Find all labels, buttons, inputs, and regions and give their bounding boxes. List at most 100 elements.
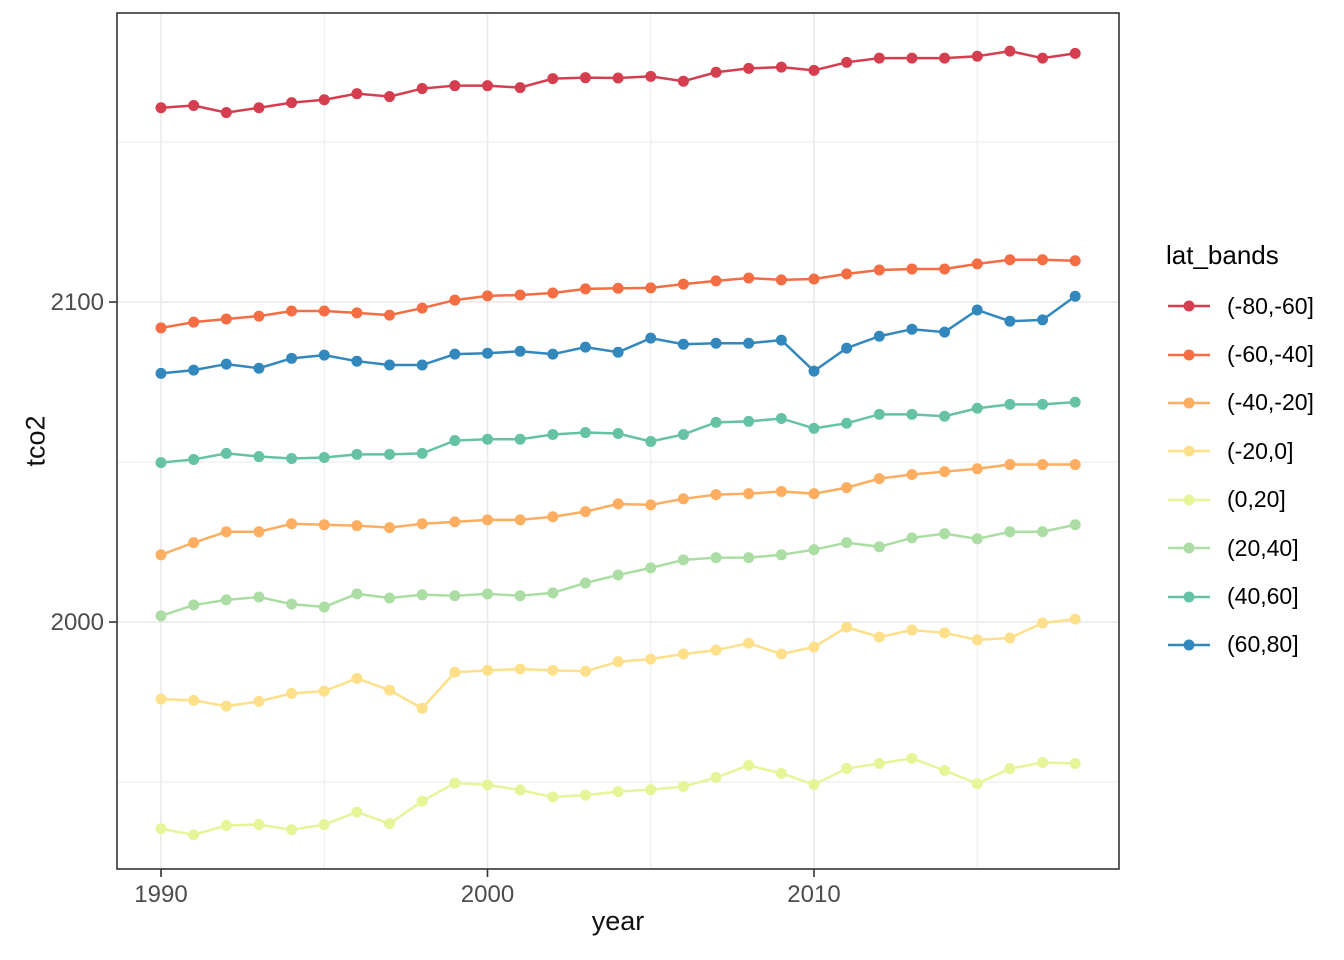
data-point	[155, 322, 167, 334]
data-point	[939, 326, 951, 338]
data-point	[351, 448, 363, 460]
data-point	[808, 779, 820, 791]
legend-entry-label: (20,40]	[1227, 534, 1299, 561]
series-(-40,-20]	[155, 459, 1081, 561]
legend-entry: (-20,0]	[1166, 427, 1314, 475]
data-point	[939, 52, 951, 64]
data-point	[220, 358, 232, 370]
data-point	[841, 621, 853, 633]
data-point	[1004, 632, 1016, 644]
data-point	[253, 695, 265, 707]
data-point	[384, 448, 396, 460]
x-tick-label: 1990	[134, 881, 187, 908]
legend-entry: (0,20]	[1166, 476, 1314, 524]
data-point	[384, 592, 396, 604]
data-point	[775, 61, 787, 73]
y-tick-label: 2100	[51, 289, 104, 316]
legend-entry-label: (-80,-60]	[1227, 292, 1314, 319]
data-point	[1004, 45, 1016, 57]
data-point	[482, 80, 493, 92]
data-point	[808, 365, 820, 377]
data-point	[253, 819, 265, 831]
data-point	[677, 493, 689, 505]
data-point	[939, 410, 951, 422]
data-point	[416, 359, 428, 371]
gridlines-major	[117, 13, 1119, 869]
data-point	[449, 80, 461, 92]
data-point	[906, 263, 918, 275]
data-point	[743, 272, 755, 284]
series-(40,60]	[155, 396, 1081, 469]
legend-entry: (20,40]	[1166, 524, 1314, 572]
series-(20,40]	[155, 519, 1081, 622]
data-point	[286, 97, 298, 109]
data-point	[775, 549, 787, 561]
data-point	[188, 829, 200, 841]
data-point	[612, 569, 624, 581]
data-point	[775, 767, 787, 779]
data-point	[775, 485, 787, 497]
data-point	[710, 66, 722, 78]
data-point	[1037, 52, 1049, 64]
data-point	[841, 56, 853, 68]
data-point	[188, 537, 200, 549]
legend-entry: (60,80]	[1166, 621, 1314, 669]
series-(-20,0]	[155, 613, 1081, 714]
data-point	[1004, 459, 1016, 471]
data-point	[449, 294, 461, 306]
legend-key-icon	[1168, 445, 1210, 457]
data-point	[449, 516, 461, 528]
data-point	[645, 436, 657, 448]
legend-entry-label: (0,20]	[1227, 486, 1286, 513]
data-point	[253, 526, 265, 538]
legend-key-icon	[1168, 494, 1210, 506]
data-point	[579, 341, 591, 353]
data-point	[318, 819, 330, 831]
data-point	[514, 784, 526, 796]
legend-key-icon	[1168, 542, 1210, 554]
data-point	[1069, 459, 1081, 471]
legend-entry-label: (-40,-20]	[1227, 389, 1314, 416]
data-point	[286, 452, 298, 464]
data-point	[384, 91, 396, 103]
legend-entry: (40,60]	[1166, 572, 1314, 620]
data-point	[873, 408, 885, 420]
data-point	[318, 349, 330, 361]
data-point	[416, 83, 428, 95]
data-point	[416, 702, 428, 714]
data-point	[220, 700, 232, 712]
panel-background	[117, 13, 1119, 869]
legend: lat_bands (-80,-60] (-60,-40] (-40,-20] (-2…	[1166, 240, 1314, 669]
data-point	[384, 359, 396, 371]
data-point	[906, 52, 918, 64]
data-point	[547, 664, 559, 676]
data-point	[808, 273, 820, 285]
data-point	[612, 72, 624, 84]
data-point	[416, 302, 428, 314]
data-point	[286, 598, 298, 610]
data-point	[612, 786, 624, 798]
data-point	[482, 514, 493, 526]
data-point	[1004, 315, 1016, 327]
data-point	[514, 289, 526, 301]
data-point	[416, 447, 428, 459]
data-point	[743, 337, 755, 349]
data-point	[547, 348, 559, 360]
x-axis-title: year	[591, 906, 645, 936]
data-point	[514, 663, 526, 675]
data-point	[351, 806, 363, 818]
data-point	[547, 587, 559, 599]
data-point	[188, 364, 200, 376]
data-point	[188, 316, 200, 328]
data-point	[220, 313, 232, 325]
data-point	[1037, 314, 1049, 326]
data-point	[677, 338, 689, 350]
series-(-60,-40]	[155, 254, 1081, 334]
data-point	[710, 416, 722, 428]
data-point	[873, 757, 885, 769]
data-point	[351, 672, 363, 684]
data-point	[449, 777, 461, 789]
data-point	[906, 624, 918, 636]
data-point	[155, 457, 167, 469]
